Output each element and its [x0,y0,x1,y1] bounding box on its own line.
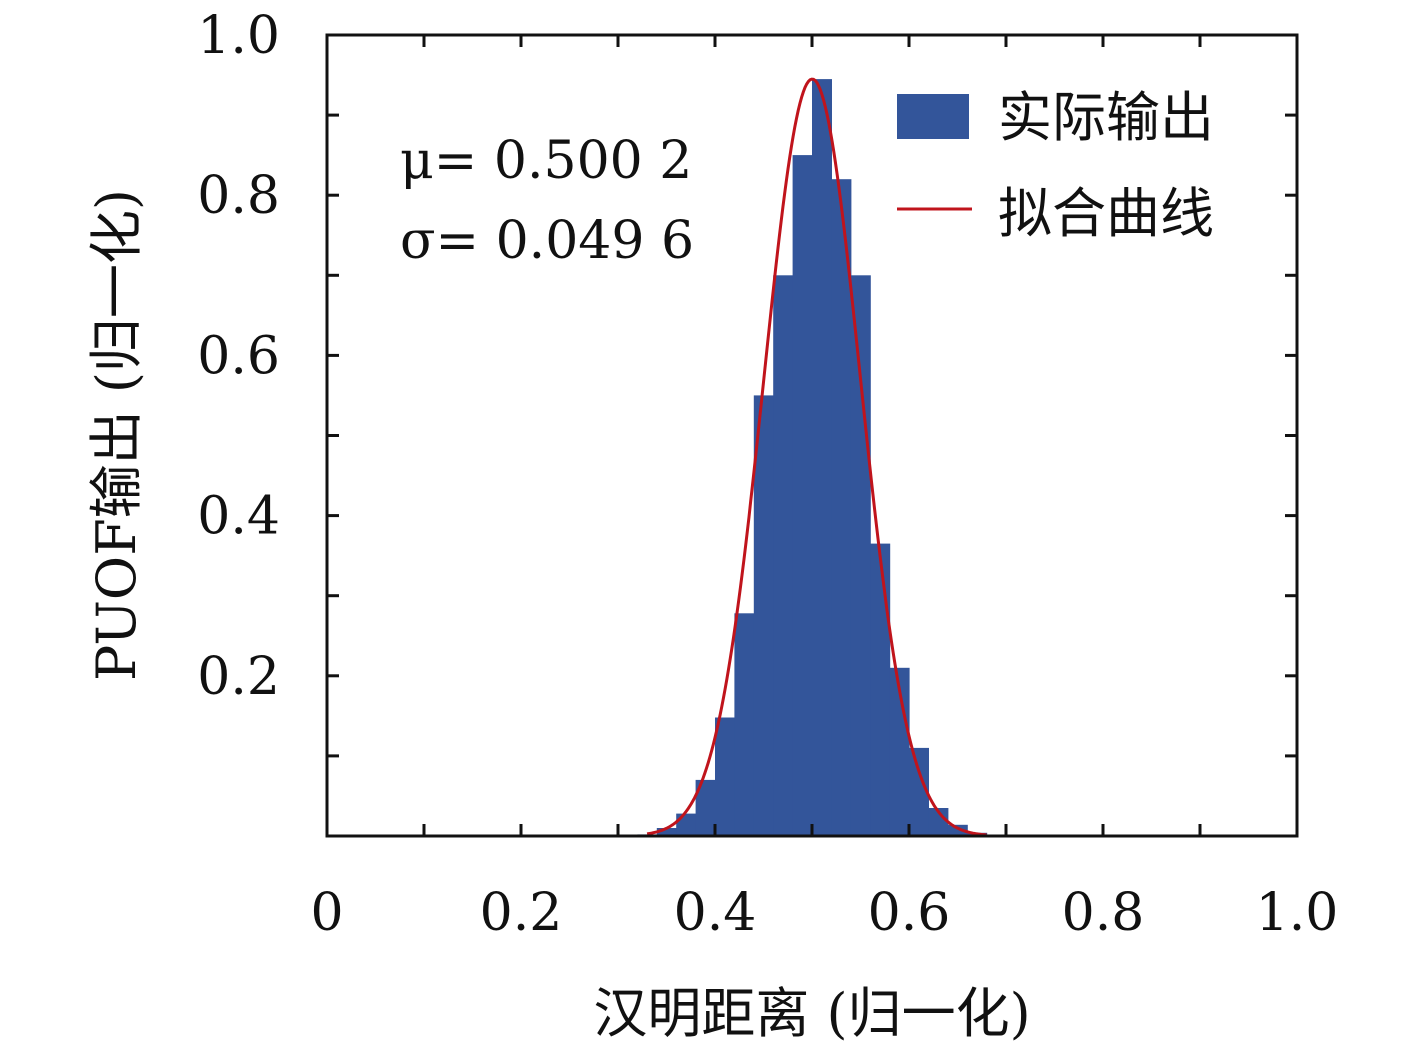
histogram-bar [831,179,852,836]
histogram-bar [753,395,774,836]
x-tick-label: 1.0 [1256,883,1339,943]
legend-swatch-histogram [897,94,969,139]
mu-annotation: μ= 0.500 2 [400,131,692,191]
bars-group [637,79,988,837]
histogram-bar [734,613,755,836]
histogram-bar [909,747,929,836]
y-tick-label: 0.4 [197,487,280,547]
y-tick-label: 1.0 [197,6,280,66]
y-axis-title: PUOF输出 (归一化) [85,189,148,681]
histogram-bar [656,828,677,836]
legend-label-histogram: 实际输出 [998,86,1214,149]
sigma-annotation: σ= 0.049 6 [400,211,694,271]
histogram-bar [928,808,949,836]
histogram-bar [792,155,813,837]
tick-labels-group: 0 0.2 0.4 0.6 0.8 1.0 0.2 0.4 0.6 0.8 1.0 [197,6,1338,943]
histogram-bar [695,779,716,836]
x-tick-label: 0.8 [1062,883,1145,943]
legend: 实际输出 拟合曲线 [897,86,1214,245]
x-axis-title: 汉明距离 (归一化) [593,982,1030,1045]
histogram-bar [870,543,891,836]
legend-label-fit: 拟合曲线 [998,182,1214,245]
ticks-group [327,35,1297,836]
histogram-bar [676,813,697,836]
histogram-bar [715,717,735,836]
x-tick-label: 0.4 [674,883,757,943]
fit-curve [646,77,987,837]
x-tick-label: 0 [310,883,343,943]
x-tick-label: 0.6 [868,883,951,943]
x-tick-label: 0.2 [480,883,563,943]
y-tick-label: 0.2 [197,647,280,707]
histogram-bar [812,79,832,837]
histogram-bar [773,275,794,836]
histogram-bar [947,824,968,836]
y-tick-label: 0.6 [197,326,280,386]
histogram-bar [850,275,871,836]
y-tick-label: 0.8 [197,166,280,226]
